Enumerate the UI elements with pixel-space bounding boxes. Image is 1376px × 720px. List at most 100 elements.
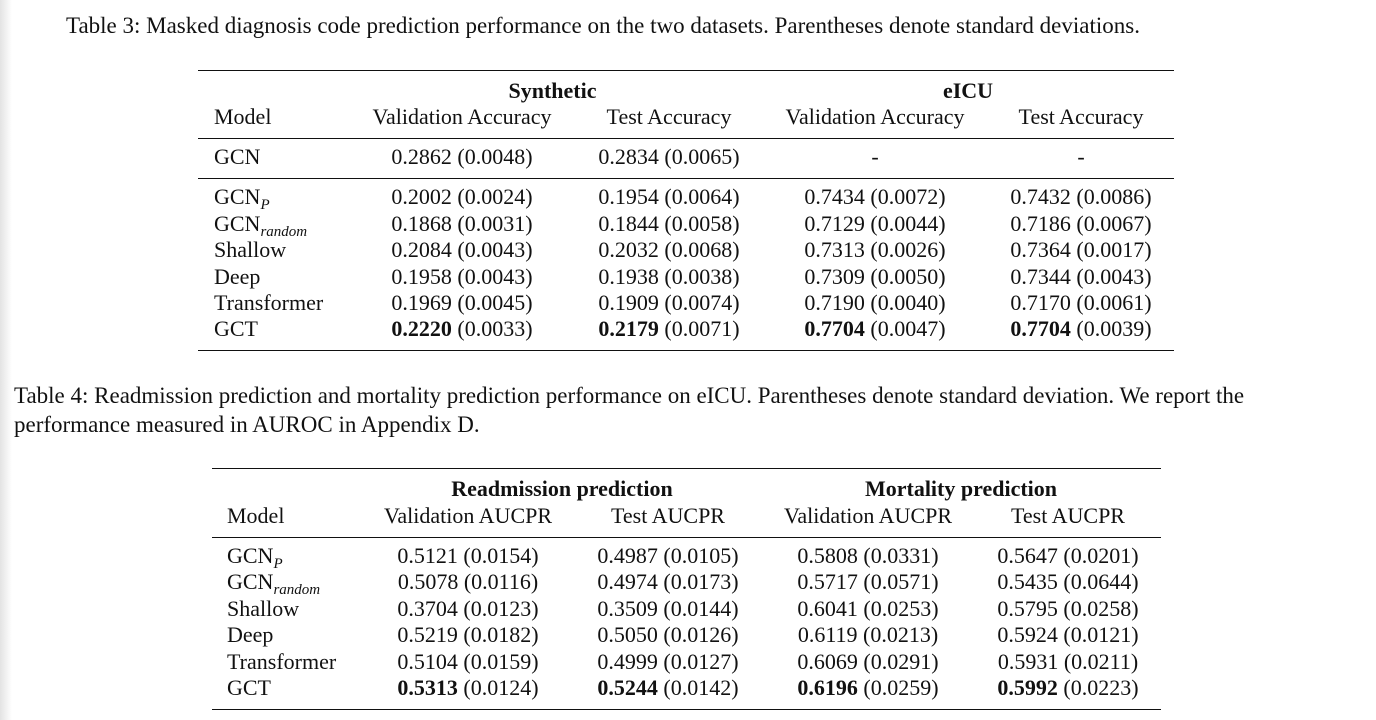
table-cell: 0.3509 (0.0144): [558, 596, 778, 622]
model-name-text: GCN: [227, 569, 274, 594]
table-cell: 0.7432 (0.0086): [971, 184, 1191, 210]
cell-value: 0.7170 (0.0061): [1010, 290, 1152, 315]
table-cell: 0.5435 (0.0644): [958, 569, 1178, 595]
table-cell: 0.4999 (0.0127): [558, 649, 778, 675]
table-cell: 0.7344 (0.0043): [971, 264, 1191, 290]
cell-value: 0.3509 (0.0144): [597, 596, 739, 621]
table-cell: 0.7434 (0.0072): [765, 184, 985, 210]
cell-value: 0.1909 (0.0074): [598, 290, 740, 315]
table-cell: 0.2084 (0.0043): [352, 237, 572, 263]
model-name-subscript: random: [260, 224, 308, 240]
model-name-text: Transformer: [214, 290, 324, 315]
cell-value: 0.1969 (0.0045): [391, 290, 533, 315]
cell-value: 0.5924 (0.0121): [997, 622, 1139, 647]
model-name: Transformer: [214, 290, 323, 316]
table-cell: 0.7704 (0.0047): [765, 316, 985, 342]
table-cell: 0.2862 (0.0048): [352, 144, 572, 170]
cell-value: 0.4999 (0.0127): [597, 649, 739, 674]
cell-value: (0.0124): [457, 675, 539, 700]
model-name: GCN: [214, 144, 260, 170]
model-name: GCT: [214, 316, 258, 342]
table4-caption: Table 4: Readmission prediction and mort…: [14, 383, 1245, 437]
model-name: GCNrandom: [214, 211, 307, 240]
cell-value: 0.4974 (0.0173): [597, 569, 739, 594]
cell-value: 0.5808 (0.0331): [797, 543, 939, 568]
model-name: Shallow: [214, 237, 286, 263]
cell-value: 0.5795 (0.0258): [997, 596, 1139, 621]
cell-value: 0.7344 (0.0043): [1010, 264, 1152, 289]
table-cell: 0.1868 (0.0031): [352, 211, 572, 237]
cell-value: 0.1844 (0.0058): [598, 211, 740, 236]
table-cell: 0.5104 (0.0159): [358, 649, 578, 675]
cell-value: 0.1938 (0.0038): [598, 264, 740, 289]
column-header: Validation AUCPR: [783, 503, 953, 528]
table-cell: 0.7129 (0.0044): [765, 211, 985, 237]
table-cell: 0.6119 (0.0213): [758, 622, 978, 648]
model-name-subscript: P: [260, 197, 270, 213]
column-group-header: eICU: [942, 78, 994, 103]
table-cell: 0.5717 (0.0571): [758, 569, 978, 595]
cell-value: 0.7129 (0.0044): [804, 211, 946, 236]
column-header: Test AUCPR: [611, 503, 725, 528]
table-cell: 0.5244 (0.0142): [558, 675, 778, 701]
cell-value: (0.0142): [657, 675, 739, 700]
table-cell: 0.1844 (0.0058): [559, 211, 779, 237]
cell-value: 0.7434 (0.0072): [804, 184, 946, 209]
column-header: Validation Accuracy: [785, 104, 965, 129]
cell-value: (0.0033): [451, 316, 533, 341]
model-name-text: GCT: [214, 316, 258, 341]
table-cell: 0.2220 (0.0033): [352, 316, 572, 342]
model-name: Deep: [214, 264, 260, 290]
table-cell: 0.2032 (0.0068): [559, 237, 779, 263]
table-cell: 0.7186 (0.0067): [971, 211, 1191, 237]
column-header: Test Accuracy: [606, 104, 732, 129]
table-cell: 0.5078 (0.0116): [358, 569, 578, 595]
cell-value: 0.1868 (0.0031): [391, 211, 533, 236]
model-name-text: GCN: [227, 543, 274, 568]
model-name-text: GCN: [214, 144, 261, 169]
model-name-text: Shallow: [227, 596, 300, 621]
model-name: Deep: [227, 622, 273, 648]
top-rule: [198, 70, 1174, 71]
table-cell: 0.6041 (0.0253): [758, 596, 978, 622]
table-cell: 0.1909 (0.0074): [559, 290, 779, 316]
column-group-header: Readmission prediction: [451, 476, 673, 501]
table-cell: 0.2834 (0.0065): [559, 144, 779, 170]
model-name-text: Transformer: [227, 649, 337, 674]
table-cell: 0.5313 (0.0124): [358, 675, 578, 701]
bottom-rule: [198, 350, 1174, 351]
model-name: Shallow: [227, 596, 299, 622]
table-cell: 0.5931 (0.0211): [958, 649, 1178, 675]
model-name-text: Shallow: [214, 237, 287, 262]
cell-value: 0.5078 (0.0116): [397, 569, 539, 594]
cell-value: 0.5121 (0.0154): [397, 543, 539, 568]
table-cell: 0.5808 (0.0331): [758, 543, 978, 569]
cell-value: 0.2834 (0.0065): [598, 144, 740, 169]
cell-value: (0.0047): [864, 316, 946, 341]
best-value: 0.6196: [797, 675, 858, 700]
model-name-text: Deep: [227, 622, 274, 647]
cell-value: 0.4987 (0.0105): [597, 543, 739, 568]
cell-value: 0.2032 (0.0068): [598, 237, 740, 262]
cell-value: 0.7309 (0.0050): [804, 264, 946, 289]
table-cell: 0.2179 (0.0071): [559, 316, 779, 342]
best-value: 0.5313: [397, 675, 458, 700]
cell-value: 0.6119 (0.0213): [797, 622, 939, 647]
model-name: GCNP: [227, 543, 283, 572]
cell-value: 0.7186 (0.0067): [1010, 211, 1152, 236]
table-cell: 0.7364 (0.0017): [971, 237, 1191, 263]
table3-caption: Table 3: Masked diagnosis code predictio…: [66, 13, 1140, 38]
column-header: Validation Accuracy: [372, 104, 552, 129]
cell-value: 0.6041 (0.0253): [797, 596, 939, 621]
cell-value: (0.0039): [1070, 316, 1152, 341]
cell-value: 0.7313 (0.0026): [804, 237, 946, 262]
cell-value: 0.6069 (0.0291): [797, 649, 939, 674]
table-cell: 0.4987 (0.0105): [558, 543, 778, 569]
cell-value: 0.2002 (0.0024): [391, 184, 533, 209]
table-cell: 0.1958 (0.0043): [352, 264, 572, 290]
cell-value: 0.5647 (0.0201): [997, 543, 1139, 568]
cell-value: 0.2084 (0.0043): [391, 237, 533, 262]
cell-value: 0.7432 (0.0086): [1010, 184, 1152, 209]
page-edge-shadow: [0, 0, 12, 720]
best-value: 0.7704: [804, 316, 865, 341]
